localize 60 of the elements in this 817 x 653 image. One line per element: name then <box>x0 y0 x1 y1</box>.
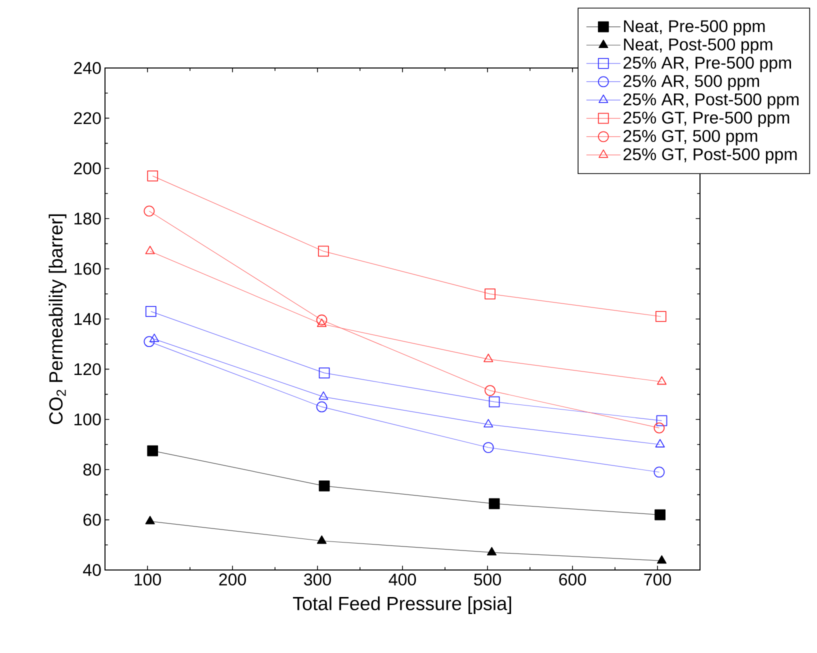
point <box>147 445 158 456</box>
x-tick-label: 200 <box>219 574 246 586</box>
point <box>150 334 160 342</box>
y-tick-label: 100 <box>74 413 101 426</box>
legend-label: 25% AR, Pre-500 ppm <box>624 56 792 72</box>
point <box>145 246 155 254</box>
point <box>147 170 158 182</box>
legend-label: 25% AR, Post-500 ppm <box>624 93 799 109</box>
x-tick-label: 500 <box>474 574 501 586</box>
point <box>488 396 500 408</box>
point <box>655 311 666 322</box>
point <box>316 318 327 327</box>
point <box>654 509 666 520</box>
point <box>316 535 327 544</box>
y-tick-label: 240 <box>74 62 101 74</box>
point <box>318 391 328 400</box>
point <box>484 385 496 396</box>
legend-label: 25% GT, 500 ppm <box>624 130 758 146</box>
point <box>656 555 667 564</box>
point <box>144 206 155 217</box>
point <box>144 336 155 348</box>
y-tick-label: 40 <box>83 564 101 576</box>
point <box>482 442 494 453</box>
y-axis-title: CO$_{2}$ Permeability [barrer] <box>48 214 66 424</box>
y-tick-label: 220 <box>74 112 101 124</box>
point <box>656 415 668 426</box>
point <box>484 418 494 428</box>
x-tick-label: 600 <box>559 574 586 586</box>
x-tick-label: 300 <box>304 574 331 586</box>
y-tick-label: 80 <box>83 464 101 476</box>
point <box>484 354 494 362</box>
y-tick-label: 120 <box>74 363 101 376</box>
legend-label: 25% AR, 500 ppm <box>624 75 760 90</box>
legend-label: 25% GT, Post-500 ppm <box>624 148 797 164</box>
y-tick-label: 180 <box>74 212 101 225</box>
x-tick-label: 700 <box>644 574 671 586</box>
point <box>318 480 330 492</box>
legend-label: 25% GT, Pre-500 ppm <box>624 112 790 128</box>
point <box>654 466 665 478</box>
point <box>654 422 665 434</box>
legend-label: Neat, Post-500 ppm <box>624 38 772 54</box>
point <box>484 288 496 300</box>
point <box>318 368 330 378</box>
point <box>318 246 329 257</box>
legend-label: Neat, Pre-500 ppm <box>624 20 765 36</box>
y-tick-label: 160 <box>74 262 101 275</box>
x-tick-label: 100 <box>134 574 161 586</box>
point <box>145 516 155 524</box>
y-tick-label: 200 <box>74 162 101 174</box>
x-axis-title: Total Feed Pressure [psia] <box>292 596 512 614</box>
x-tick-label: 400 <box>388 574 416 586</box>
point <box>486 546 497 556</box>
point <box>145 306 156 317</box>
point <box>488 498 500 510</box>
point <box>316 314 328 326</box>
point <box>655 439 665 448</box>
y-tick-label: 60 <box>84 514 101 526</box>
y-tick-label: 140 <box>74 313 101 325</box>
point <box>656 376 667 385</box>
point <box>316 401 328 412</box>
